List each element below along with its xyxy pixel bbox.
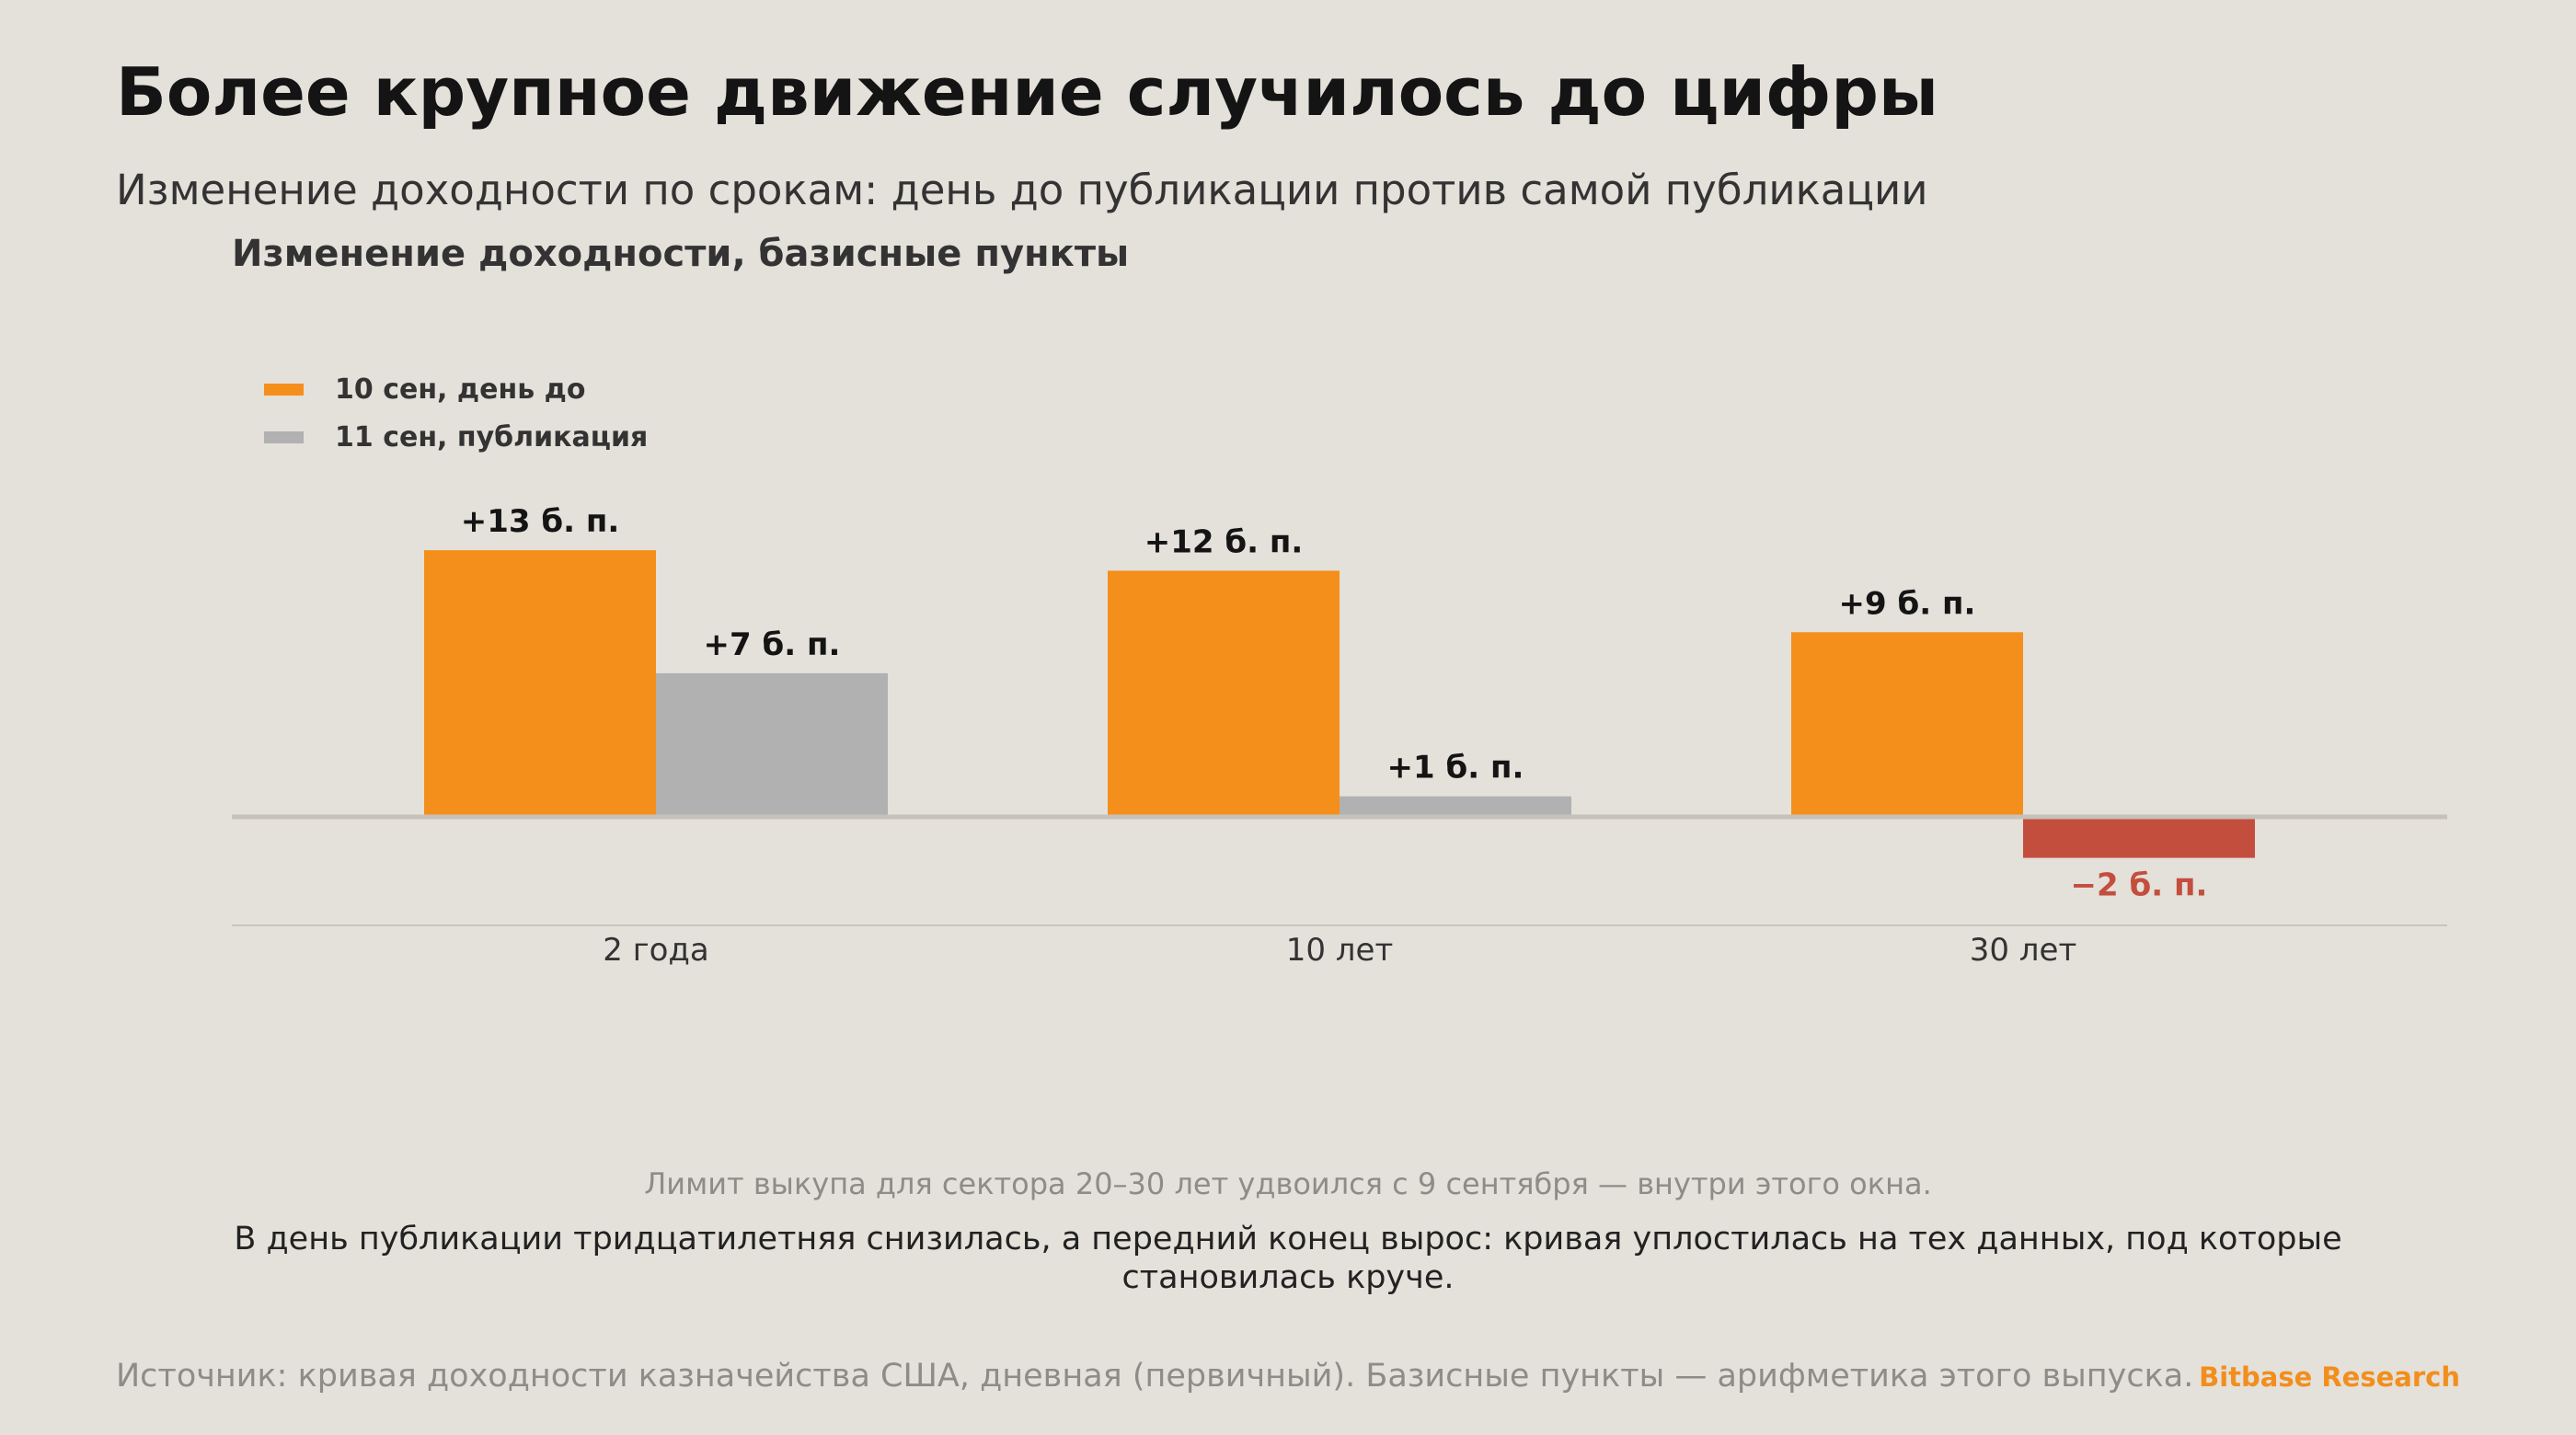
legend-swatch-series-2: [264, 431, 304, 443]
data-label-series-1-3: +9 б. п.: [1839, 585, 1976, 622]
data-label-series-1-2: +12 б. п.: [1144, 523, 1304, 560]
source-note: Источник: кривая доходности казначейства…: [116, 1358, 2194, 1395]
x-axis-ticks: 2 года 10 лет 30 лет: [603, 932, 2076, 969]
x-tick-label-2: 10 лет: [1286, 932, 1394, 969]
legend: 10 сен, день до 11 сен, публикация: [264, 373, 648, 453]
bar-series-1-2: [1108, 570, 1340, 817]
chart-subtitle: Изменение доходности по срокам: день до …: [116, 166, 1928, 214]
data-label-series-2-1: +7 б. п.: [704, 626, 841, 663]
bar-series-2-3: [2023, 817, 2255, 858]
data-label-series-2-2: +1 б. п.: [1387, 750, 1524, 786]
bar-series-1-3: [1791, 632, 2023, 817]
bar-series-2-2: [1340, 796, 1571, 817]
x-tick-label-3: 30 лет: [1970, 932, 2077, 969]
bars-group: +13 б. п. +7 б. п. +12 б. п. +1 б. п. +9 б. …: [424, 503, 2255, 904]
legend-label-series-2: 11 сен, публикация: [335, 421, 648, 453]
bar-series-2-1: [656, 672, 888, 817]
limit-note: Лимит выкупа для сектора 20–30 лет удвои…: [644, 1166, 1932, 1201]
brand-logo: Bitbase Research: [2199, 1361, 2460, 1393]
bar-series-1-1: [424, 550, 656, 817]
x-tick-label-1: 2 года: [603, 932, 708, 969]
bar-chart: Изменение доходности, базисные пункты 10…: [232, 233, 2447, 969]
legend-label-series-1: 10 сен, день до: [335, 373, 585, 406]
legend-swatch-series-1: [264, 384, 304, 396]
data-label-series-1-1: +13 б. п.: [461, 503, 620, 540]
chart-title: Более крупное движение случилось до цифр…: [116, 53, 1939, 131]
y-axis-title: Изменение доходности, базисные пункты: [232, 233, 1129, 275]
data-label-series-2-3: −2 б. п.: [2071, 867, 2208, 904]
summary-note: В день публикации тридцатилетняя снизила…: [234, 1221, 2342, 1296]
